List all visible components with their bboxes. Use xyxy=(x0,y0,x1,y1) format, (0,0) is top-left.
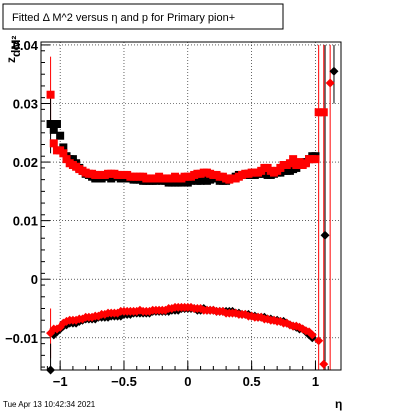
y-tick-label: −0.01 xyxy=(5,331,38,346)
x-axis-title: η xyxy=(335,397,342,411)
y-tick-label: 0.03 xyxy=(13,97,38,112)
data-point xyxy=(68,155,77,164)
timestamp: Tue Apr 13 10:42:34 2021 xyxy=(3,400,96,409)
y-axis-title-subscript: dM² xyxy=(9,36,23,57)
title-frame xyxy=(2,3,284,30)
x-tick-label: −1 xyxy=(53,374,68,389)
data-point xyxy=(325,78,335,88)
plot-frame xyxy=(40,41,342,371)
data-point xyxy=(49,125,58,134)
data-point xyxy=(314,336,324,346)
data-point xyxy=(46,328,56,338)
title-box: Fitted Δ M^2 versus η and p for Primary … xyxy=(2,3,284,30)
x-tick-label: 0 xyxy=(184,374,191,389)
data-point xyxy=(46,120,55,128)
data-point xyxy=(62,155,71,164)
series-2 xyxy=(46,78,335,369)
data-point xyxy=(314,108,323,117)
ticks xyxy=(41,44,329,370)
data-point xyxy=(289,155,298,164)
y-tick-label: 0 xyxy=(31,272,38,287)
y-tick-label: 0.02 xyxy=(13,155,38,170)
y-tick-label: 0.01 xyxy=(13,214,38,229)
data-point xyxy=(311,155,320,164)
data-point xyxy=(307,330,317,340)
chart-title: Fitted Δ M^2 versus η and p for Primary … xyxy=(12,12,235,24)
data-point xyxy=(285,159,294,168)
data-point xyxy=(52,120,61,128)
y-tick-labels: −0.01 0 0.01 0.02 0.03 0.04 xyxy=(5,38,39,346)
data-marks xyxy=(46,44,339,375)
data-point xyxy=(49,139,58,148)
data-point xyxy=(329,66,339,76)
data-point xyxy=(59,149,68,158)
y-tick-label: 0.04 xyxy=(13,38,39,53)
data-point xyxy=(46,90,55,99)
y-axis-title-main: z xyxy=(4,57,18,63)
data-point xyxy=(319,359,329,369)
x-tick-label: 0.5 xyxy=(243,374,261,389)
data-point xyxy=(319,108,328,117)
data-point xyxy=(301,159,310,168)
data-point xyxy=(320,230,330,240)
data-point xyxy=(56,131,65,140)
x-tick-label: 1 xyxy=(312,374,319,389)
x-tick-labels: −1 −0.5 0 0.5 1 xyxy=(53,374,319,389)
x-tick-label: −0.5 xyxy=(111,374,137,389)
y-axis-title: z dM² xyxy=(4,36,23,63)
